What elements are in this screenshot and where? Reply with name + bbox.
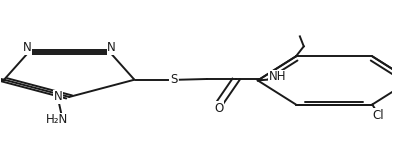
Text: N: N (23, 41, 31, 54)
Text: Cl: Cl (373, 109, 384, 122)
Text: O: O (214, 102, 223, 115)
Text: NH: NH (269, 70, 286, 83)
Text: N: N (54, 90, 62, 103)
Text: N: N (107, 41, 116, 54)
Text: H₂N: H₂N (46, 113, 69, 126)
Text: S: S (170, 73, 177, 86)
